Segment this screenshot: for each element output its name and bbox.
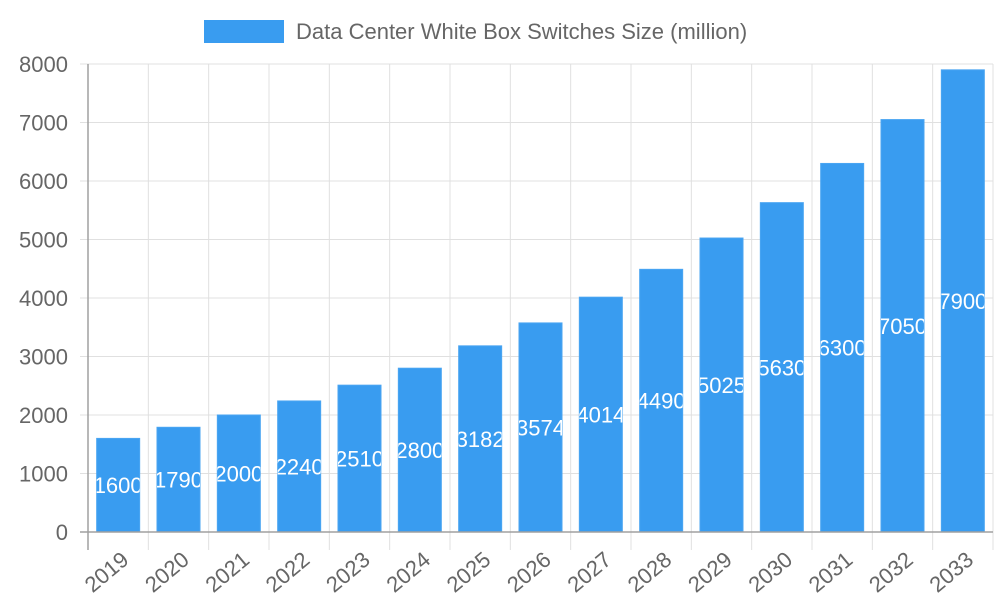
y-tick-label: 0 <box>56 520 68 545</box>
bar <box>458 345 503 533</box>
data-label: 3574 <box>516 415 565 440</box>
x-tick-label: 2026 <box>502 547 556 598</box>
y-tick-label: 7000 <box>19 111 68 136</box>
x-tick-label: 2021 <box>200 547 254 598</box>
legend-swatch <box>204 20 284 43</box>
y-tick-label: 4000 <box>19 286 68 311</box>
data-label: 7050 <box>878 314 927 339</box>
x-tick-label: 2023 <box>321 547 375 598</box>
bar <box>277 400 322 533</box>
x-tick-label: 2028 <box>623 547 677 598</box>
data-label: 1600 <box>94 473 143 498</box>
data-label: 2800 <box>395 438 444 463</box>
data-label: 2000 <box>214 462 263 487</box>
data-label: 3182 <box>456 427 505 452</box>
legend-label: Data Center White Box Switches Size (mil… <box>296 19 747 44</box>
x-tick-label: 2019 <box>80 547 134 598</box>
bar <box>518 322 563 533</box>
bar <box>397 367 442 533</box>
data-label: 2510 <box>335 447 384 472</box>
bar <box>820 162 865 533</box>
data-label: 5025 <box>697 373 746 398</box>
bar <box>96 437 141 533</box>
y-tick-label: 2000 <box>19 403 68 428</box>
data-label: 6300 <box>818 336 867 361</box>
data-label: 7900 <box>938 289 987 314</box>
y-tick-label: 8000 <box>19 52 68 77</box>
x-tick-label: 2032 <box>864 547 918 598</box>
grid <box>80 63 994 550</box>
data-label: 2240 <box>275 454 324 479</box>
bar <box>578 296 623 533</box>
bar <box>940 69 985 533</box>
x-tick-label: 2025 <box>442 547 496 598</box>
y-tick-label: 1000 <box>19 462 68 487</box>
bar <box>880 119 925 533</box>
y-tick-label: 3000 <box>19 345 68 370</box>
x-tick-label: 2024 <box>381 547 435 598</box>
data-label: 1790 <box>154 468 203 493</box>
x-tick-label: 2027 <box>562 547 616 598</box>
data-label: 5630 <box>757 355 806 380</box>
x-tick-label: 2029 <box>683 547 737 598</box>
x-tick-label: 2030 <box>743 547 797 598</box>
x-tick-label: 2022 <box>261 547 315 598</box>
bar <box>337 384 382 533</box>
x-tick-label: 2033 <box>924 547 978 598</box>
data-label: 4490 <box>637 389 686 414</box>
y-tick-label: 6000 <box>19 169 68 194</box>
data-label: 4014 <box>576 403 625 428</box>
x-tick-label: 2031 <box>804 547 858 598</box>
y-tick-label: 5000 <box>19 228 68 253</box>
legend[interactable]: Data Center White Box Switches Size (mil… <box>204 19 747 44</box>
x-tick-label: 2020 <box>140 547 194 598</box>
bars: 1600 1790 2000 2240 2510 2800 3182 3574 4014 4490… <box>94 69 987 533</box>
